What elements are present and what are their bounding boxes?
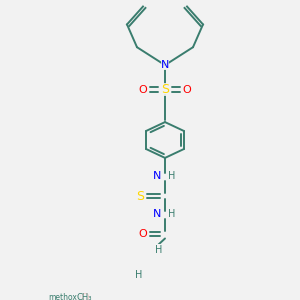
Text: S: S xyxy=(136,190,144,203)
Text: N: N xyxy=(153,171,161,181)
Text: O: O xyxy=(139,230,147,239)
Text: H: H xyxy=(135,270,143,280)
Text: O: O xyxy=(139,85,147,94)
Text: methoxy: methoxy xyxy=(48,293,82,300)
Text: H: H xyxy=(168,209,176,219)
Text: H: H xyxy=(155,245,163,255)
Text: O: O xyxy=(183,85,191,94)
Text: N: N xyxy=(153,209,161,219)
Text: S: S xyxy=(161,83,169,96)
Text: N: N xyxy=(161,60,169,70)
Text: O: O xyxy=(81,293,89,300)
Text: CH₃: CH₃ xyxy=(77,293,92,300)
Text: H: H xyxy=(168,171,176,181)
